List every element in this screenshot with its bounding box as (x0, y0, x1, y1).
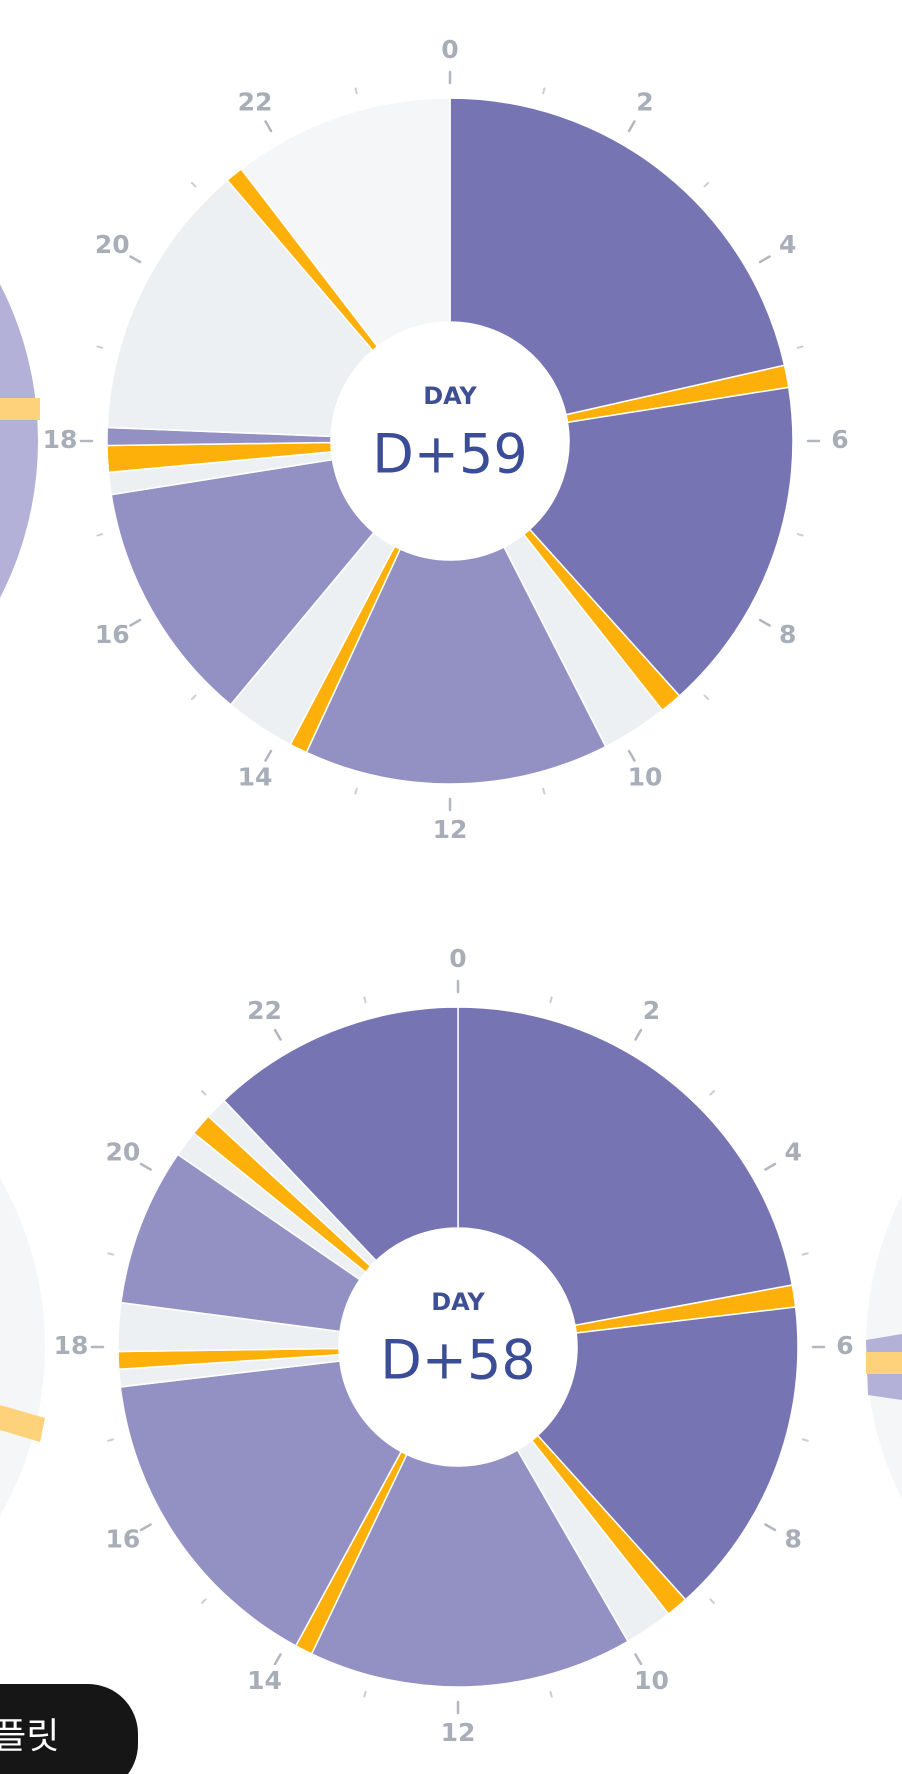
tick (139, 1523, 152, 1532)
tick-label: 20 (95, 230, 130, 259)
tick-label: 6 (836, 1331, 853, 1360)
tick (129, 618, 142, 627)
neighbor-chart (0, 1178, 45, 1516)
tick (764, 1523, 777, 1532)
tick (627, 120, 636, 133)
tick (758, 618, 771, 627)
minor-tick (542, 787, 546, 795)
tick-label: 22 (247, 996, 282, 1025)
tick (273, 1653, 282, 1666)
minor-tick (201, 1598, 207, 1604)
minor-tick (796, 533, 804, 537)
segment (457, 1006, 794, 1327)
minor-tick (354, 787, 358, 795)
button-label[interactable]: 템플릿 (0, 1716, 59, 1757)
minor-tick (703, 694, 710, 701)
tick-label: 22 (238, 87, 273, 116)
center-title: D+59 (372, 423, 528, 486)
tick (264, 120, 273, 133)
tick (129, 255, 142, 264)
segment (536, 1306, 799, 1601)
segment (240, 97, 451, 348)
segment (119, 1360, 403, 1647)
tick-label: 4 (784, 1138, 801, 1167)
tick (264, 749, 273, 762)
button-bg[interactable] (0, 1684, 138, 1774)
minor-tick (190, 181, 197, 188)
segment (110, 458, 375, 706)
tick (634, 1653, 643, 1666)
tick-label: 2 (643, 996, 660, 1025)
minor-tick (96, 345, 104, 349)
tick (634, 1028, 643, 1041)
center-disc (332, 323, 568, 559)
minor-tick (542, 87, 546, 95)
segment (305, 546, 607, 785)
tick-label: 0 (441, 35, 458, 64)
center-title: D+58 (380, 1329, 536, 1392)
minor-tick (354, 87, 358, 95)
tick-label: 0 (449, 944, 466, 973)
minor-tick (201, 1090, 207, 1096)
tick (139, 1162, 152, 1171)
tick-label: 10 (634, 1666, 669, 1695)
minor-tick (190, 694, 197, 701)
tick-label: 14 (247, 1666, 282, 1695)
neighbor-stripe (866, 1352, 902, 1374)
segment (528, 386, 794, 697)
segment (449, 97, 786, 416)
tick (758, 255, 771, 264)
tick-label: 6 (831, 425, 848, 454)
neighbor-chart (0, 284, 38, 598)
tick (627, 749, 636, 762)
tick-label: 16 (95, 620, 130, 649)
neighbor-stripe (0, 1405, 45, 1442)
tick-label: 8 (779, 620, 796, 649)
minor-tick (801, 1252, 809, 1256)
tick-label: 16 (105, 1525, 140, 1554)
neighbor-stripe (0, 398, 40, 420)
minor-tick (96, 533, 104, 537)
center-disc (340, 1229, 576, 1465)
center-label: DAY (423, 382, 477, 410)
segment (310, 1449, 630, 1688)
minor-tick (549, 996, 553, 1004)
tick-label: 10 (628, 763, 663, 792)
tick-label: 2 (636, 87, 653, 116)
tick-label: 18 (43, 425, 78, 454)
minor-tick (363, 1690, 367, 1698)
charts: 0 2 4 6 8 10 12 14 16 18 20 22 DAY D+59 0 2 4 6 8 10 12 14 16 1… (43, 35, 854, 1747)
tick-label: 12 (441, 1718, 476, 1747)
center-label: DAY (431, 1288, 485, 1316)
tick-label: 18 (54, 1331, 89, 1360)
minor-tick (107, 1438, 115, 1442)
minor-tick (107, 1252, 115, 1256)
minor-tick (363, 996, 367, 1004)
tick (764, 1162, 777, 1171)
tick-label: 14 (238, 763, 273, 792)
minor-tick (709, 1090, 715, 1096)
tick-label: 4 (779, 230, 796, 259)
segment (222, 1006, 459, 1262)
minor-tick (703, 181, 710, 188)
minor-tick (801, 1438, 809, 1442)
tick-label: 8 (784, 1525, 801, 1554)
template-button[interactable]: 템플릿 (0, 1684, 138, 1774)
tick-label: 20 (105, 1138, 140, 1167)
segment (106, 179, 374, 438)
minor-tick (796, 345, 804, 349)
tick (273, 1028, 282, 1041)
minor-tick (549, 1690, 553, 1698)
minor-tick (709, 1598, 715, 1604)
tick-label: 12 (433, 815, 468, 844)
